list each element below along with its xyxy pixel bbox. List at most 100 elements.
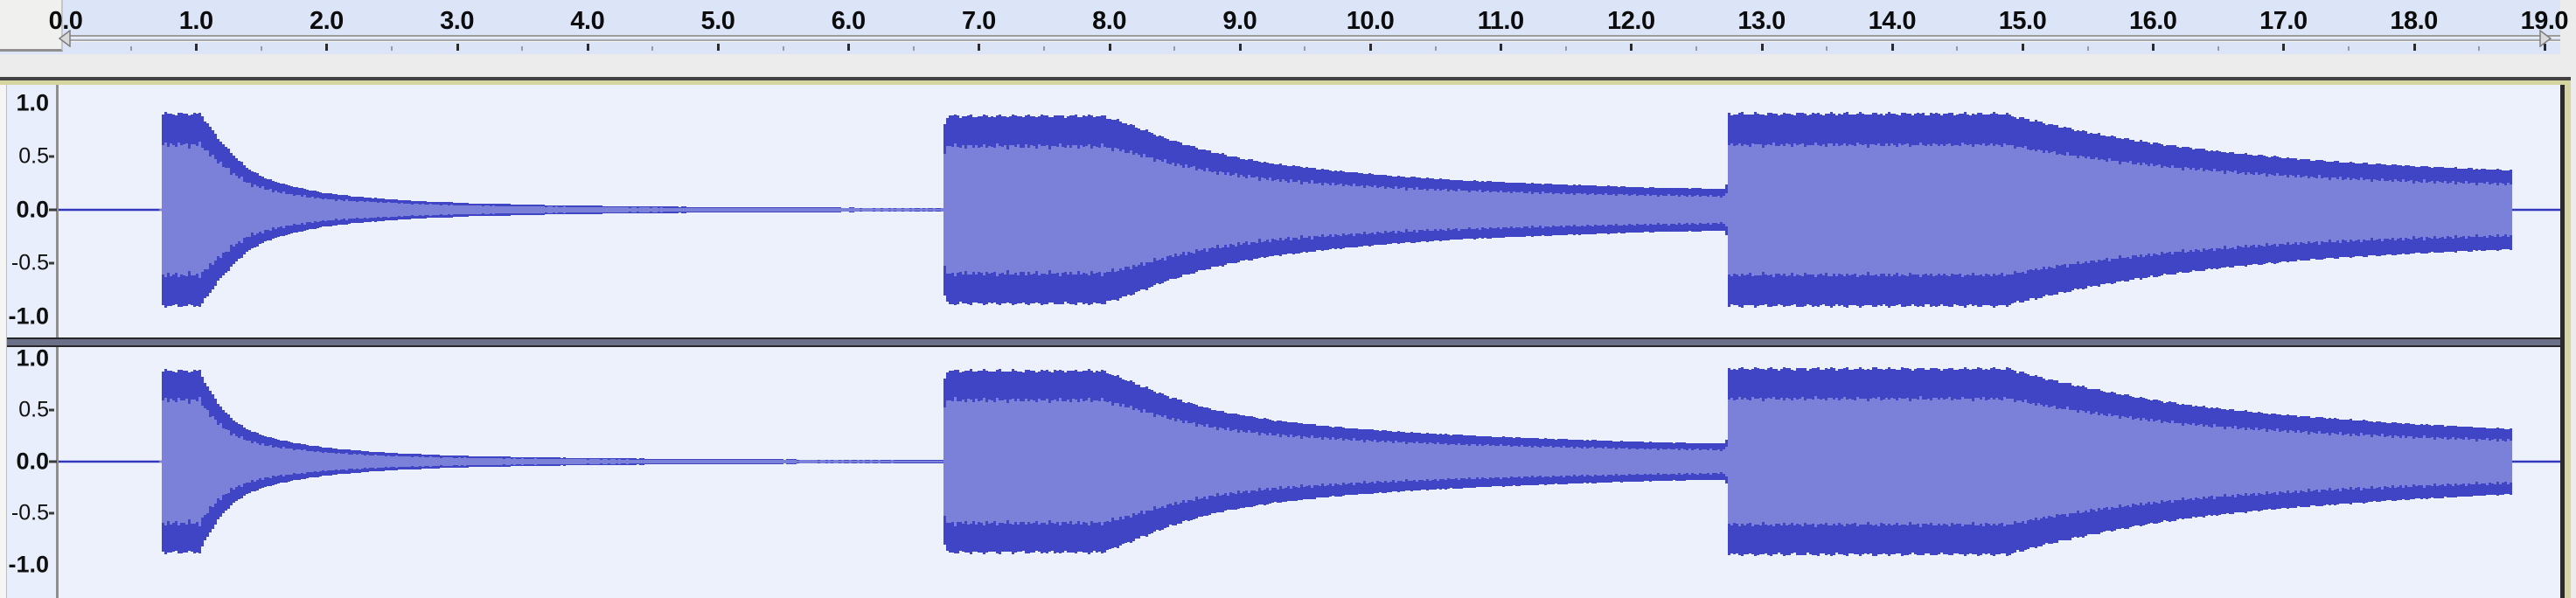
track-focus-border-top (0, 80, 2565, 85)
ruler-tick-major (325, 44, 329, 51)
channel-divider[interactable] (7, 337, 2565, 347)
track-frame-top (0, 77, 2571, 80)
ruler-tick-major (195, 44, 198, 51)
scale-tick (49, 155, 54, 158)
waveform-area-left-channel[interactable] (59, 85, 2560, 337)
ruler-tick-minor (1956, 46, 1959, 51)
scale-label: -0.5 (10, 500, 49, 525)
ruler-tick-major (586, 44, 589, 51)
ruler-tick-major (2412, 44, 2416, 51)
scale-label: 1.0 (16, 344, 49, 372)
vertical-scale-left-channel[interactable]: 1.0 0.5 0.0 -0.5 -1.0 (7, 85, 56, 337)
scale-label: 0.5 (18, 143, 49, 169)
waveform-area-right-channel[interactable] (59, 347, 2560, 598)
stereo-track-channel-right[interactable]: 1.0 0.5 0.0 -0.5 -1.0 (0, 344, 2560, 598)
ruler-tick-minor (2478, 46, 2481, 51)
scale-tick (49, 208, 57, 212)
track-panel-edge (0, 85, 7, 598)
ruler-time-label: 11.0 (1477, 7, 1524, 35)
scale-wave-separator (56, 85, 59, 337)
timeline-ruler[interactable]: 0.0 1.0 2.0 3.0 4.0 5.0 6.0 7.0 8.0 9.0 10.0 11.0 12… (0, 0, 2569, 54)
track-focus-border-right (2565, 80, 2571, 598)
ruler-corner-panel (0, 0, 63, 52)
ruler-tick-major (1760, 44, 1764, 51)
stereo-track-channel-left[interactable]: 1.0 0.5 0.0 -0.5 -1.0 (0, 85, 2560, 337)
track-frame-right (2560, 85, 2565, 598)
rms-envelope (159, 142, 2512, 278)
ruler-time-label: 17.0 (2259, 7, 2308, 35)
rms-envelope (159, 396, 2512, 527)
ruler-tick-major (978, 44, 981, 51)
scale-tick (49, 408, 54, 412)
scale-label: -1.0 (8, 302, 49, 330)
ruler-tick-major (1369, 44, 1372, 51)
ruler-tick-minor (2217, 46, 2219, 51)
ruler-time-label: 1.0 (178, 7, 213, 35)
scrub-bar-groove (52, 37, 2560, 38)
scrub-bar-groove[interactable] (52, 39, 2560, 41)
ruler-tick-major (2282, 44, 2286, 51)
ruler-time-label: 0.0 (48, 7, 83, 35)
ruler-time-label: 14.0 (1868, 7, 1917, 35)
waveform-left-channel[interactable] (59, 85, 2560, 337)
ruler-tick-minor (260, 46, 262, 51)
ruler-tick-minor (1564, 46, 1567, 51)
ruler-track-gap (0, 54, 2560, 77)
ruler-time-label: 10.0 (1346, 7, 1395, 35)
scrub-bar-groove (52, 41, 2560, 42)
ruler-tick-minor (1826, 46, 1828, 51)
ruler-tick-minor (1304, 46, 1306, 51)
ruler-tick-major (1630, 44, 1633, 51)
ruler-time-label: 9.0 (1222, 7, 1257, 35)
scale-label: 0.0 (16, 448, 49, 475)
ruler-tick-major (456, 44, 459, 51)
ruler-tick-major (1500, 44, 1503, 51)
ruler-time-label: 6.0 (831, 7, 866, 35)
ruler-time-label: 12.0 (1607, 7, 1655, 35)
ruler-tick-major (1890, 44, 1894, 51)
ruler-time-label: 8.0 (1092, 7, 1127, 35)
ruler-tick-minor (521, 46, 524, 51)
ruler-time-label: 19.0 (2520, 7, 2569, 35)
ruler-tick-minor (2086, 46, 2089, 51)
ruler-tick-major (2543, 44, 2546, 51)
ruler-time-label: 16.0 (2128, 7, 2177, 35)
ruler-time-label: 3.0 (440, 7, 475, 35)
ruler-time-label: 13.0 (1737, 7, 1786, 35)
scale-tick (49, 460, 57, 463)
waveform-right-channel[interactable] (59, 347, 2560, 598)
ruler-tick-major (847, 44, 851, 51)
scale-label: 0.0 (16, 196, 49, 223)
scale-wave-separator (56, 347, 59, 598)
ruler-tick-major (2152, 44, 2155, 51)
ruler-tick-minor (912, 46, 915, 51)
ruler-tick-major (2022, 44, 2024, 51)
scale-label: -1.0 (8, 551, 49, 578)
scale-tick (49, 511, 54, 515)
ruler-tick-minor (1434, 46, 1437, 51)
timeline-end-marker-icon[interactable] (2538, 30, 2552, 47)
ruler-tick-minor (2348, 46, 2350, 51)
ruler-time-label: 4.0 (570, 7, 605, 35)
scale-label: 0.5 (18, 397, 49, 422)
ruler-tick-minor (782, 46, 784, 51)
ruler-tick-minor (391, 46, 393, 51)
ruler-time-label: 2.0 (309, 7, 344, 35)
ruler-tick-major (1238, 44, 1242, 51)
ruler-tick-major (717, 44, 720, 51)
vertical-scale-right-channel[interactable]: 1.0 0.5 0.0 -0.5 -1.0 (7, 344, 56, 598)
window-edge (2571, 0, 2576, 598)
ruler-tick-minor (1043, 46, 1045, 51)
ruler-tick-minor (129, 46, 132, 51)
ruler-time-label: 15.0 (1998, 7, 2047, 35)
scale-label: 1.0 (16, 89, 49, 116)
scale-tick (49, 261, 54, 265)
ruler-tick-major (1108, 44, 1111, 51)
scrub-bar-groove[interactable] (52, 35, 2560, 37)
ruler-tick-minor (1695, 46, 1697, 51)
timeline-start-marker-icon[interactable] (58, 30, 72, 47)
ruler-time-label: 18.0 (2390, 7, 2438, 35)
ruler-tick-minor (1173, 46, 1176, 51)
ruler-time-label: 7.0 (961, 7, 996, 35)
